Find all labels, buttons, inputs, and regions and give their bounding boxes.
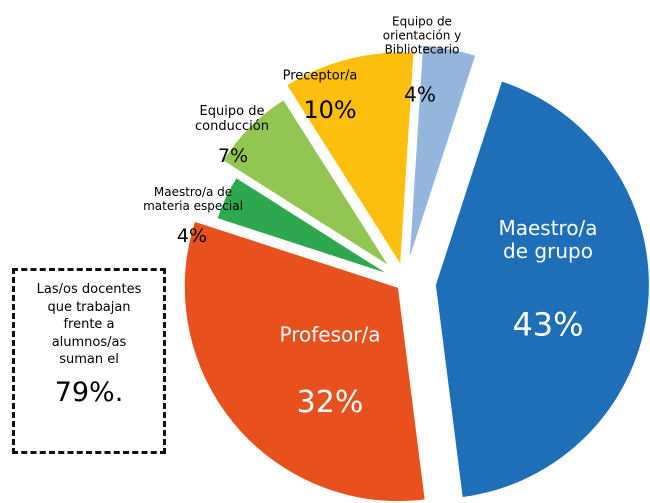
pie-slice [433,79,650,500]
slice-label: Preceptor/a [282,68,358,84]
annotation-highlight: 79%. [54,376,124,408]
slice-value: 10% [303,96,357,125]
pie-slice [182,219,427,503]
slice-label: Profesor/a [279,322,381,347]
annotation-box: Las/os docentes que trabajan frente a al… [12,268,166,454]
pie-slice [284,50,416,270]
slice-label: Equipo de orientación y Bibliotecario [382,14,462,56]
pie-slice [407,43,478,265]
slice-label: Maestro/a de grupo [498,216,598,263]
annotation-text: Las/os docentes que trabajan frente a al… [36,282,142,368]
slice-value: 32% [296,384,364,420]
slice-label: Maestro/a de materia especial [143,185,243,213]
slice-value: 43% [512,305,584,344]
pie-slice [220,97,392,269]
slice-value: 4% [404,82,436,107]
slice-value: 4% [176,225,208,248]
pie-slice [215,175,393,277]
slice-value: 7% [217,145,249,168]
slice-label: Equipo de conducción [195,104,269,134]
